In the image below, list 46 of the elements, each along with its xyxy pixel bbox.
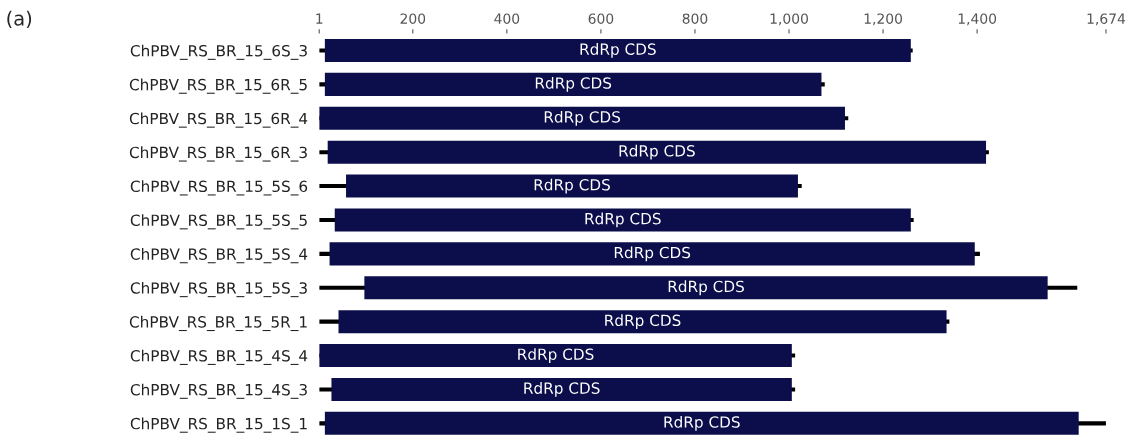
y-tick-label: ChPBV_RS_BR_15_6R_4 (129, 112, 308, 128)
text: (a) (7, 10, 32, 29)
y-tick-label: ChPBV_RS_BR_15_6S_3 (130, 44, 307, 60)
x-tick-label: 1 (316, 13, 323, 24)
text: RdRp CDS (534, 178, 610, 194)
y-tick-label: ChPBV_RS_BR_15_4S_4 (130, 349, 308, 365)
y-tick-label: ChPBV_RS_BR_15_1S_1 (130, 417, 307, 433)
bar (327, 140, 987, 164)
x-tick-label: 1,400 (958, 13, 997, 26)
text: RdRp CDS (518, 348, 594, 363)
bar (324, 72, 822, 96)
y-tick-label: ChPBV_RS_BR_15_5S_3 (130, 281, 307, 298)
text: RdRp CDS (544, 110, 621, 126)
series-label: RdRp CDS (580, 43, 656, 58)
x-tick-label: 1,200 (864, 13, 903, 26)
text: RdRp CDS (605, 314, 681, 330)
text: RdRp CDS (664, 415, 740, 431)
bar (331, 377, 792, 401)
text: RdRp CDS (668, 280, 744, 296)
bar (334, 208, 911, 232)
bar (364, 276, 1048, 300)
bar (346, 174, 798, 198)
bar (319, 344, 792, 368)
x-tick-label: 200 (400, 13, 426, 24)
y-tick-label: ChPBV_RS_BR_15_4S_3 (130, 383, 307, 399)
y-tick-label: ChPBV_RS_BR_15_5R_1 (129, 315, 307, 332)
y-tick-label: ChPBV_RS_BR_15_5S_5 (130, 214, 307, 230)
text: RdRp CDS (524, 382, 600, 397)
x-tick-label: 600 (588, 13, 614, 24)
x-tick-label: 1,000 (770, 13, 808, 26)
y-tick-label: ChPBV_RS_BR_15_6R_3 (129, 146, 307, 162)
bar (324, 411, 1079, 435)
x-tick-label: 1,674 (1087, 13, 1126, 26)
y-tick-label: ChPBV_RS_BR_15_5S_4 (130, 248, 308, 264)
text: RdRp CDS (535, 76, 612, 92)
y-tick-label: ChPBV_RS_BR_15_6R_5 (129, 78, 307, 94)
text: RdRp CDS (619, 144, 695, 160)
text: RdRp CDS (585, 212, 661, 228)
bar (329, 242, 975, 266)
y-tick-label: ChPBV_RS_BR_15_5S_6 (130, 180, 308, 196)
x-tick-label: 400 (494, 13, 520, 24)
bar (319, 106, 845, 130)
x-tick-label: 800 (682, 13, 708, 24)
bar (338, 310, 947, 334)
text: RdRp CDS (614, 246, 691, 262)
bar (324, 38, 911, 62)
